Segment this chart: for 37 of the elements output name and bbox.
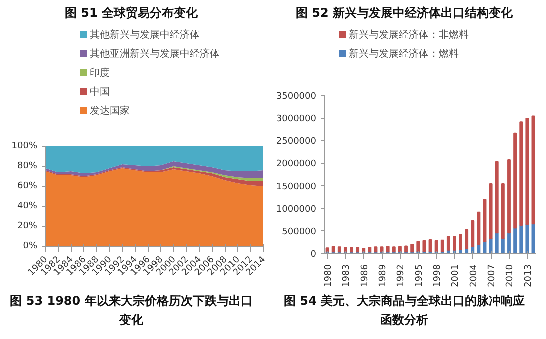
y-tick-label: 60% (17, 182, 38, 192)
x-tick-label: 1995 (414, 264, 425, 288)
y-tick-label: 100% (12, 142, 38, 152)
y-tick-label: 40% (17, 202, 38, 212)
y-tick-label: 500000 (282, 227, 317, 238)
y-tick-label: 2500000 (276, 137, 317, 148)
caption: 图 53 1980 年以来大宗价格历次下跌与出口变化 (9, 293, 254, 329)
x-tick-label: 2010 (506, 264, 516, 288)
y-tick-label: 1500000 (276, 182, 317, 192)
legend-label: 发达国家 (90, 106, 130, 117)
x-tick-label: 1983 (342, 264, 352, 288)
x-tick-label: 1989 (378, 264, 389, 288)
y-tick-label: 2000000 (276, 160, 317, 170)
chart-title: 图 52 新兴与发展中经济体出口结构变化 (294, 5, 514, 22)
x-tick-label: 1992 (396, 264, 407, 288)
legend-label: 印度 (90, 68, 110, 79)
caption: 图 54 美元、大宗商品与全球出口的脉冲响应函数分析 (282, 293, 526, 329)
y-tick-label: 1000000 (276, 204, 317, 215)
chart-title: 图 51 全球贸易分布变化 (64, 5, 200, 22)
x-tick-label: 2007 (488, 264, 498, 288)
y-tick-label: 3000000 (276, 114, 317, 125)
y-tick-label: 3500000 (276, 92, 317, 102)
x-tick-label: 1986 (360, 264, 370, 288)
x-tick-label: 1980 (324, 264, 334, 288)
x-tick-label: 2004 (469, 264, 480, 288)
y-tick-label: 20% (17, 222, 38, 232)
x-tick-label: 2013 (524, 264, 534, 288)
legend-label: 其他新兴与发展中经济体 (90, 30, 200, 41)
legend-label: 中国 (90, 87, 110, 98)
y-tick-label: 80% (17, 162, 38, 172)
x-tick-label: 1998 (433, 264, 444, 288)
legend-label: 其他亚洲新兴与发展中经济体 (90, 49, 220, 60)
y-tick-label: 0% (23, 242, 38, 252)
x-tick-label: 2001 (451, 264, 462, 288)
legend-label: 新兴与发展经济体：燃料 (349, 49, 459, 60)
y-tick-label: 0 (310, 250, 317, 260)
legend-label: 新兴与发展经济体：非燃料 (349, 30, 469, 41)
